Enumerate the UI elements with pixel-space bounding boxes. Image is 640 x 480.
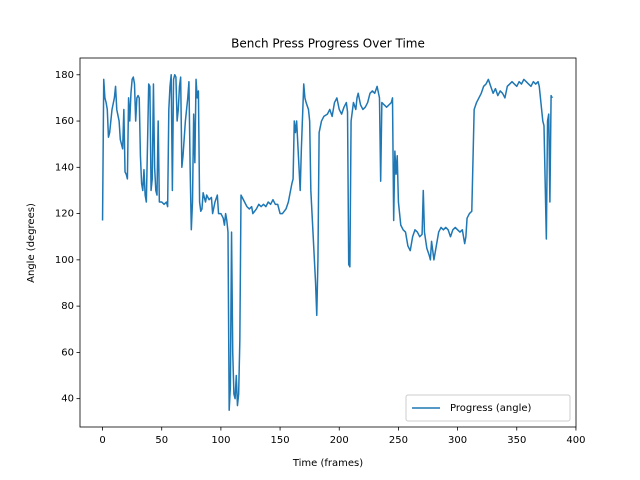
- x-tick-label: 50: [155, 435, 168, 446]
- x-tick-label: 100: [211, 435, 230, 446]
- x-tick-label: 200: [330, 435, 349, 446]
- y-tick-label: 100: [55, 255, 74, 266]
- y-tick-label: 160: [55, 116, 74, 127]
- x-tick-label: 0: [99, 435, 105, 446]
- y-tick-label: 80: [61, 301, 74, 312]
- plot-frame: [79, 57, 577, 428]
- x-tick-label: 400: [566, 435, 585, 446]
- y-tick-label: 180: [55, 70, 74, 81]
- x-tick-label: 150: [271, 435, 290, 446]
- y-tick-label: 140: [55, 162, 74, 173]
- legend-box: [405, 394, 571, 422]
- data-line: [101, 74, 553, 411]
- legend-label: Progress (angle): [450, 403, 532, 414]
- x-tick-label: 300: [448, 435, 467, 446]
- x-tick-label: 350: [507, 435, 526, 446]
- chart-title: Bench Press Progress Over Time: [231, 37, 425, 51]
- y-tick-label: 40: [61, 394, 74, 405]
- x-tick-label: 250: [389, 435, 408, 446]
- y-tick-label: 120: [55, 209, 74, 220]
- x-axis-label: Time (frames): [292, 458, 363, 469]
- y-axis-label: Angle (degrees): [26, 203, 37, 283]
- y-tick-label: 60: [61, 347, 74, 358]
